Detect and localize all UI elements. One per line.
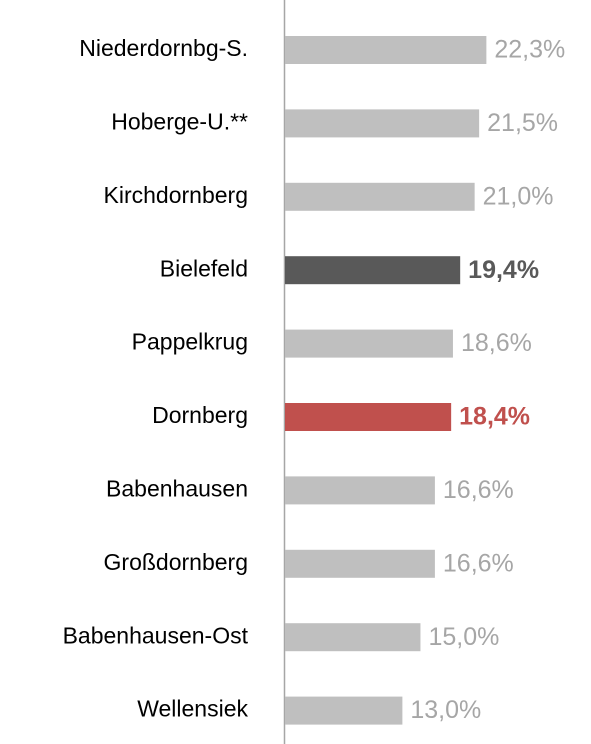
bar xyxy=(285,623,421,652)
value-label: 15,0% xyxy=(428,623,499,651)
category-label: Großdornberg xyxy=(104,549,248,575)
value-label: 18,4% xyxy=(459,403,530,431)
category-label: Wellensiek xyxy=(137,696,248,722)
bar xyxy=(285,329,453,358)
value-label: 21,0% xyxy=(483,182,554,210)
category-label: Niederdornbg-S. xyxy=(79,35,248,61)
bar xyxy=(285,36,487,64)
category-label: Pappelkrug xyxy=(132,329,248,355)
category-label: Hoberge-U.** xyxy=(111,108,248,134)
bar xyxy=(285,182,475,211)
bar xyxy=(285,476,435,505)
bar xyxy=(285,549,435,578)
category-label: Kirchdornberg xyxy=(104,182,248,208)
value-label: 16,6% xyxy=(443,549,514,577)
value-label: 21,5% xyxy=(487,109,558,137)
value-label: 19,4% xyxy=(468,256,539,284)
bar xyxy=(285,696,403,725)
category-label: Bielefeld xyxy=(160,255,248,281)
bar xyxy=(285,403,452,431)
value-label: 13,0% xyxy=(410,696,481,724)
bar xyxy=(285,109,480,138)
category-label: Babenhausen-Ost xyxy=(63,622,249,648)
value-label: 22,3% xyxy=(494,36,565,64)
category-label: Dornberg xyxy=(152,402,248,428)
value-label: 18,6% xyxy=(461,329,532,357)
category-label: Babenhausen xyxy=(106,475,248,501)
bar xyxy=(285,256,461,285)
value-label: 16,6% xyxy=(443,476,514,504)
